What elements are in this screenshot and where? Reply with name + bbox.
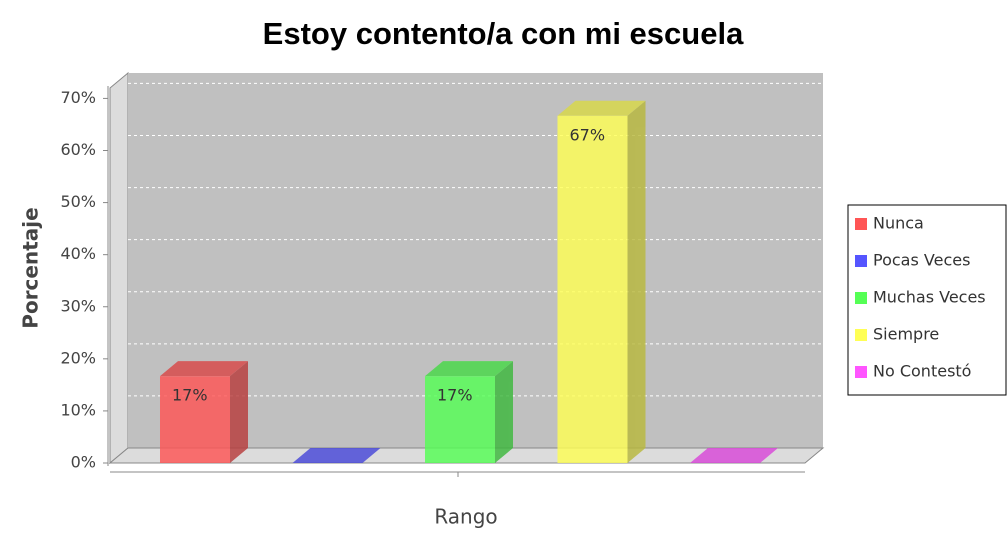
bar-face	[160, 361, 248, 377]
y-tick-label: 10%	[60, 400, 96, 419]
bar	[557, 100, 646, 464]
bar-face	[160, 376, 230, 463]
legend-swatch	[855, 366, 867, 378]
bar-face	[292, 448, 381, 463]
legend-label: Siempre	[873, 325, 939, 344]
side-wall	[109, 71, 129, 465]
bar-face	[230, 361, 248, 463]
y-tick-label: 0%	[71, 453, 96, 472]
legend-swatch	[855, 292, 867, 304]
legend-swatch	[855, 255, 867, 267]
legend-label: No Contestó	[873, 362, 971, 381]
bar-face	[425, 376, 495, 463]
chart-title: Estoy contento/a con mi escuela	[263, 16, 744, 51]
bar-face	[690, 448, 778, 463]
bar-face	[495, 361, 513, 463]
y-tick-label: 70%	[60, 88, 96, 107]
x-axis-label: Rango	[434, 505, 497, 529]
bar	[425, 361, 513, 463]
legend-label: Muchas Veces	[873, 288, 986, 307]
bar-face	[557, 100, 646, 116]
bar	[690, 448, 778, 463]
legend	[847, 204, 1007, 396]
bar	[292, 448, 381, 463]
y-tick-label: 40%	[60, 244, 96, 263]
y-tick-label: 20%	[60, 348, 96, 367]
y-tick-label: 60%	[60, 140, 96, 159]
legend-swatch	[855, 218, 867, 230]
bar	[160, 361, 248, 463]
data-label: 17%	[172, 386, 208, 405]
y-axis-label: Porcentaje	[19, 207, 43, 328]
bar-face	[425, 361, 513, 377]
legend-label: Pocas Veces	[873, 251, 970, 270]
bar-face	[557, 115, 628, 464]
bar-face	[627, 100, 646, 464]
legend-label: Nunca	[873, 214, 924, 233]
y-tick-label: 30%	[60, 296, 96, 315]
y-tick-label: 50%	[60, 192, 96, 211]
data-label: 67%	[570, 125, 606, 144]
legend-swatch	[855, 329, 867, 341]
data-label: 17%	[437, 386, 473, 405]
